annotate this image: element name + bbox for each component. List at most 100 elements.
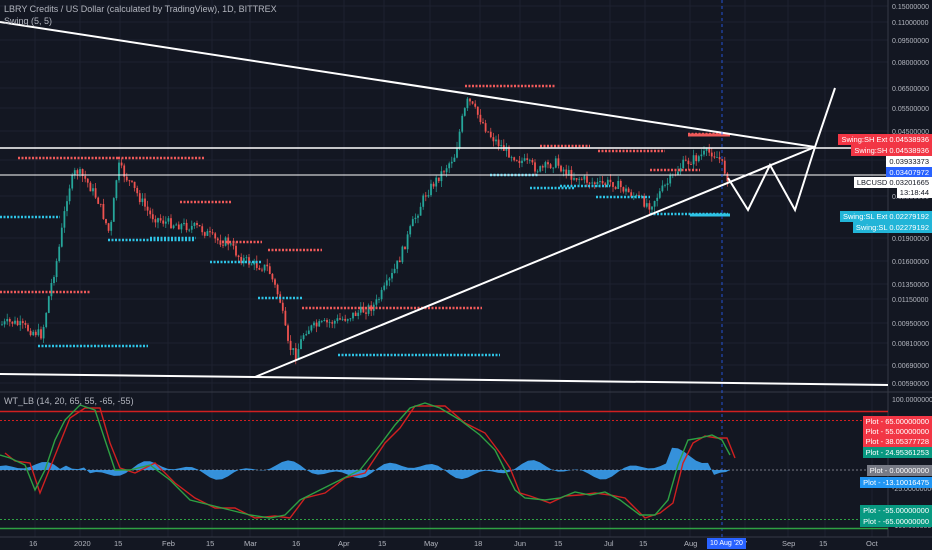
candle-body (575, 178, 578, 180)
candle-body (463, 108, 466, 116)
candle-body (437, 177, 440, 182)
price-tag: Swing:SH Ext 0.04538936 (838, 134, 932, 145)
price-axis-tick: 0.09500000 (892, 38, 929, 45)
osc-tag: Plot - 55.00000000 (862, 426, 932, 437)
candle-body (266, 264, 269, 267)
price-tag: 0.03933373 (886, 156, 932, 167)
candle-body (401, 246, 404, 263)
candle-body (211, 232, 214, 234)
wavetrend-line (0, 402, 731, 519)
candle-body (362, 306, 365, 313)
time-axis-tick: Aug (684, 539, 697, 548)
candle-body (703, 150, 705, 155)
candle-body (484, 123, 487, 132)
candle-body (367, 305, 370, 314)
candle-body (50, 282, 53, 297)
candle-body (682, 159, 685, 169)
candle-body (599, 180, 601, 183)
candle-body (622, 187, 625, 192)
candle-body (11, 321, 14, 324)
candle-body (508, 146, 510, 158)
candle-body (383, 285, 386, 290)
price-axis-tick: 0.01350000 (892, 282, 929, 289)
candle-body (328, 322, 331, 324)
candle-body (253, 261, 256, 265)
candle-body (409, 226, 412, 235)
candle-body (692, 155, 695, 165)
candle-body (84, 176, 87, 179)
candle-body (557, 158, 560, 166)
candle-body (614, 186, 617, 189)
time-axis-tick: Jun (514, 539, 526, 548)
candle-body (219, 240, 222, 245)
time-axis-tick: Oct (866, 539, 879, 548)
candle-body (658, 191, 661, 198)
price-axis-tick: 0.04500000 (892, 129, 929, 136)
base-line-left (0, 373, 256, 378)
candle-body (440, 171, 443, 182)
price-axis-tick: 0.00950000 (892, 321, 929, 328)
candle-body (297, 349, 300, 360)
candle-body (430, 183, 432, 196)
descending-trendline (0, 21, 816, 148)
time-axis-tick: 15 (819, 539, 827, 548)
candle-body (326, 320, 328, 323)
candle-body (365, 312, 367, 314)
candle-body (573, 178, 575, 180)
candle-body (250, 264, 253, 266)
candle-body (697, 156, 700, 162)
candle-body (188, 229, 191, 231)
candle-body (349, 318, 352, 320)
candle-body (305, 334, 308, 336)
candle-body (612, 182, 614, 187)
candle-body (385, 280, 388, 286)
candle-body (723, 160, 726, 174)
candle-body (201, 226, 204, 233)
candle-body (424, 195, 427, 197)
candle-body (474, 103, 477, 107)
osc-axis-tick: 100.00000000 (892, 397, 932, 404)
candle-body (102, 203, 105, 220)
candle-body (123, 165, 126, 177)
osc-tag: Plot - 0.00000000 (866, 465, 932, 476)
candle-body (138, 193, 141, 203)
candle-body (492, 137, 495, 142)
candle-body (289, 340, 292, 350)
candle-body (159, 218, 162, 221)
candle-body (302, 335, 305, 340)
candle-body (661, 185, 664, 192)
candle-body (531, 159, 534, 163)
candle-body (6, 318, 9, 322)
candle-body (92, 188, 94, 192)
time-axis-tick: Apr (338, 539, 350, 548)
candle-body (549, 164, 552, 169)
candle-body (292, 348, 295, 350)
candle-body (552, 167, 555, 169)
candle-body (183, 222, 185, 225)
candle-body (583, 176, 586, 180)
price-tag: LBCUSD 0.03201665 (853, 177, 932, 188)
candle-body (222, 244, 224, 246)
time-axis-tick: 15 (554, 539, 562, 548)
candle-body (617, 180, 620, 189)
swing-indicator-legend[interactable]: Swing (5, 5) (4, 16, 53, 26)
osc-tag: Plot - -13.10016475 (860, 477, 932, 488)
candle-body (40, 329, 42, 339)
candle-body (664, 184, 666, 186)
candle-body (1, 324, 3, 326)
candle-body (357, 312, 360, 317)
candle-body (120, 162, 123, 166)
candle-body (300, 339, 302, 350)
wavetrend-indicator-legend[interactable]: WT_LB (14, 20, 65, 55, -65, -55) (4, 396, 134, 406)
time-cursor-label: 10 Aug '20 (707, 538, 746, 549)
candle-body (554, 158, 557, 168)
candle-body (196, 223, 198, 226)
candle-body (24, 323, 27, 325)
candle-body (287, 325, 289, 341)
candle-body (578, 178, 581, 180)
candle-body (653, 200, 656, 207)
price-axis-tick: 0.00690000 (892, 363, 929, 370)
base-line-right (254, 376, 889, 386)
candle-body (19, 321, 22, 326)
